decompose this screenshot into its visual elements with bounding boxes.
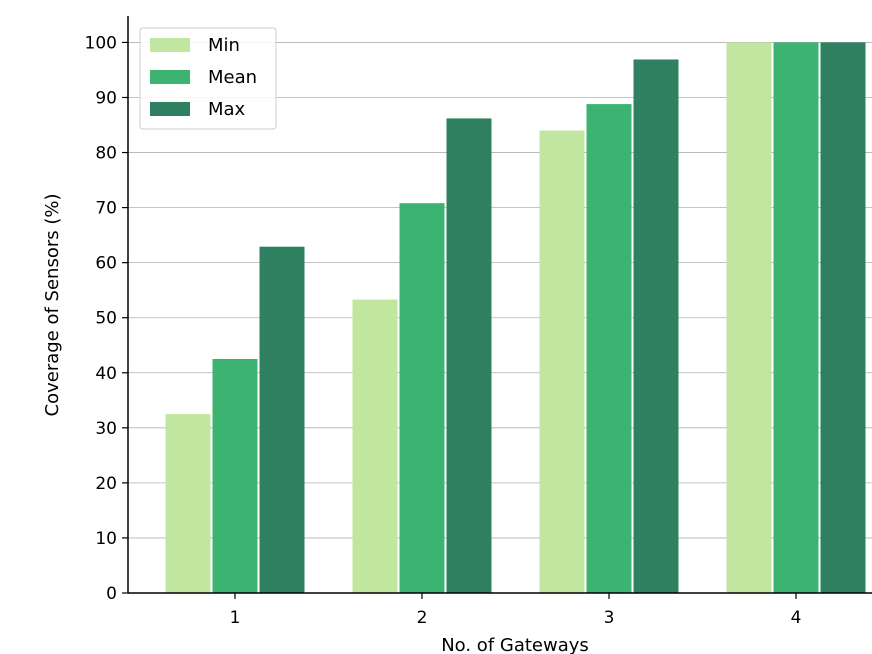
- bar-mean-4: [773, 42, 819, 593]
- x-tick-label: 4: [791, 608, 802, 628]
- x-axis-title: No. of Gateways: [441, 635, 589, 654]
- bar-max-4: [820, 42, 866, 593]
- bar-min-1: [165, 414, 211, 593]
- legend-label-mean: Mean: [208, 67, 257, 88]
- legend-label-max: Max: [208, 99, 246, 120]
- y-tick-label: 30: [95, 419, 117, 439]
- y-tick-label: 90: [95, 88, 117, 108]
- bar-max-2: [446, 118, 492, 593]
- bar-min-4: [726, 42, 772, 593]
- y-tick-label: 10: [95, 529, 117, 549]
- bar-min-2: [352, 299, 398, 593]
- y-tick-label: 50: [95, 309, 117, 329]
- bar-mean-2: [399, 203, 445, 594]
- bar-max-1: [259, 246, 305, 593]
- legend: Min Mean Max: [139, 27, 277, 130]
- x-tick-label: 2: [417, 608, 428, 628]
- y-tick-label: 0: [106, 584, 117, 604]
- bar-max-3: [633, 59, 679, 593]
- y-axis-title: Coverage of Sensors (%): [42, 194, 63, 417]
- x-ticks: 1 2 3 4: [230, 593, 802, 628]
- legend-swatch-mean: [150, 70, 190, 84]
- y-tick-label: 100: [85, 33, 117, 53]
- y-tick-label: 80: [95, 144, 117, 164]
- bar-mean-1: [212, 359, 258, 593]
- y-tick-label: 20: [95, 474, 117, 494]
- bar-mean-3: [586, 104, 632, 593]
- legend-swatch-max: [150, 102, 190, 116]
- x-tick-label: 1: [230, 608, 241, 628]
- y-tick-label: 60: [95, 254, 117, 274]
- legend-label-min: Min: [208, 35, 240, 56]
- bar-min-3: [539, 130, 585, 593]
- bars: [165, 42, 866, 594]
- legend-swatch-min: [150, 38, 190, 52]
- y-ticks: 0 10 20 30 40 50 60 70 80 90 100: [85, 33, 128, 604]
- x-tick-label: 3: [604, 608, 615, 628]
- y-tick-label: 40: [95, 364, 117, 384]
- y-tick-label: 70: [95, 199, 117, 219]
